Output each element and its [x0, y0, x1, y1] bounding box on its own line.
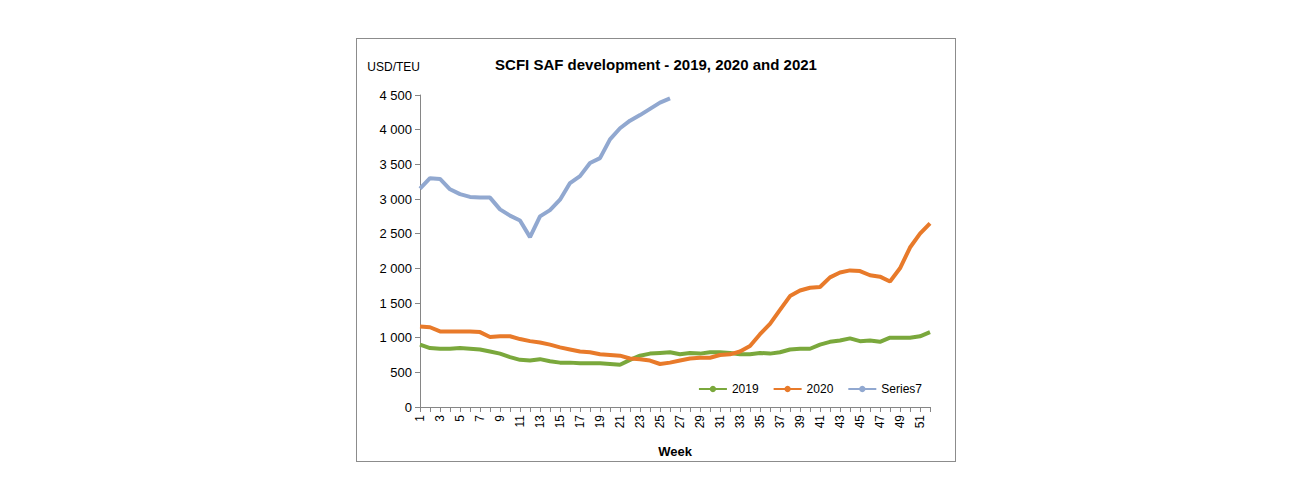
svg-text:7: 7 [473, 415, 487, 422]
svg-text:1 000: 1 000 [379, 330, 412, 345]
svg-text:500: 500 [390, 365, 412, 380]
svg-text:17: 17 [573, 415, 587, 429]
svg-text:19: 19 [593, 415, 607, 429]
svg-text:25: 25 [653, 415, 667, 429]
svg-text:2020: 2020 [807, 382, 834, 396]
svg-text:USD/TEU: USD/TEU [367, 60, 420, 74]
svg-text:51: 51 [913, 415, 927, 429]
svg-text:3 000: 3 000 [379, 192, 412, 207]
svg-text:15: 15 [553, 415, 567, 429]
svg-text:31: 31 [713, 415, 727, 429]
svg-text:39: 39 [793, 415, 807, 429]
svg-text:1: 1 [413, 415, 427, 422]
svg-text:3 500: 3 500 [379, 157, 412, 172]
svg-text:4 500: 4 500 [379, 88, 412, 103]
svg-text:5: 5 [453, 415, 467, 422]
svg-text:33: 33 [733, 415, 747, 429]
svg-text:43: 43 [833, 415, 847, 429]
svg-text:9: 9 [493, 415, 507, 422]
svg-text:2019: 2019 [732, 382, 759, 396]
svg-text:13: 13 [533, 415, 547, 429]
svg-text:29: 29 [693, 415, 707, 429]
svg-text:4 000: 4 000 [379, 122, 412, 137]
svg-text:3: 3 [433, 415, 447, 422]
svg-text:45: 45 [853, 415, 867, 429]
svg-text:23: 23 [633, 415, 647, 429]
svg-text:49: 49 [893, 415, 907, 429]
svg-text:37: 37 [773, 415, 787, 429]
svg-text:1 500: 1 500 [379, 296, 412, 311]
svg-text:47: 47 [873, 415, 887, 429]
svg-text:21: 21 [613, 415, 627, 429]
svg-text:41: 41 [813, 415, 827, 429]
svg-text:11: 11 [513, 415, 527, 428]
svg-text:SCFI SAF development - 2019, 2: SCFI SAF development - 2019, 2020 and 20… [495, 56, 817, 73]
svg-text:0: 0 [405, 400, 412, 415]
svg-text:Series7: Series7 [881, 382, 922, 396]
svg-text:27: 27 [673, 415, 687, 429]
svg-text:35: 35 [753, 415, 767, 429]
svg-text:Week: Week [658, 444, 692, 459]
svg-text:2 500: 2 500 [379, 226, 412, 241]
svg-text:2 000: 2 000 [379, 261, 412, 276]
